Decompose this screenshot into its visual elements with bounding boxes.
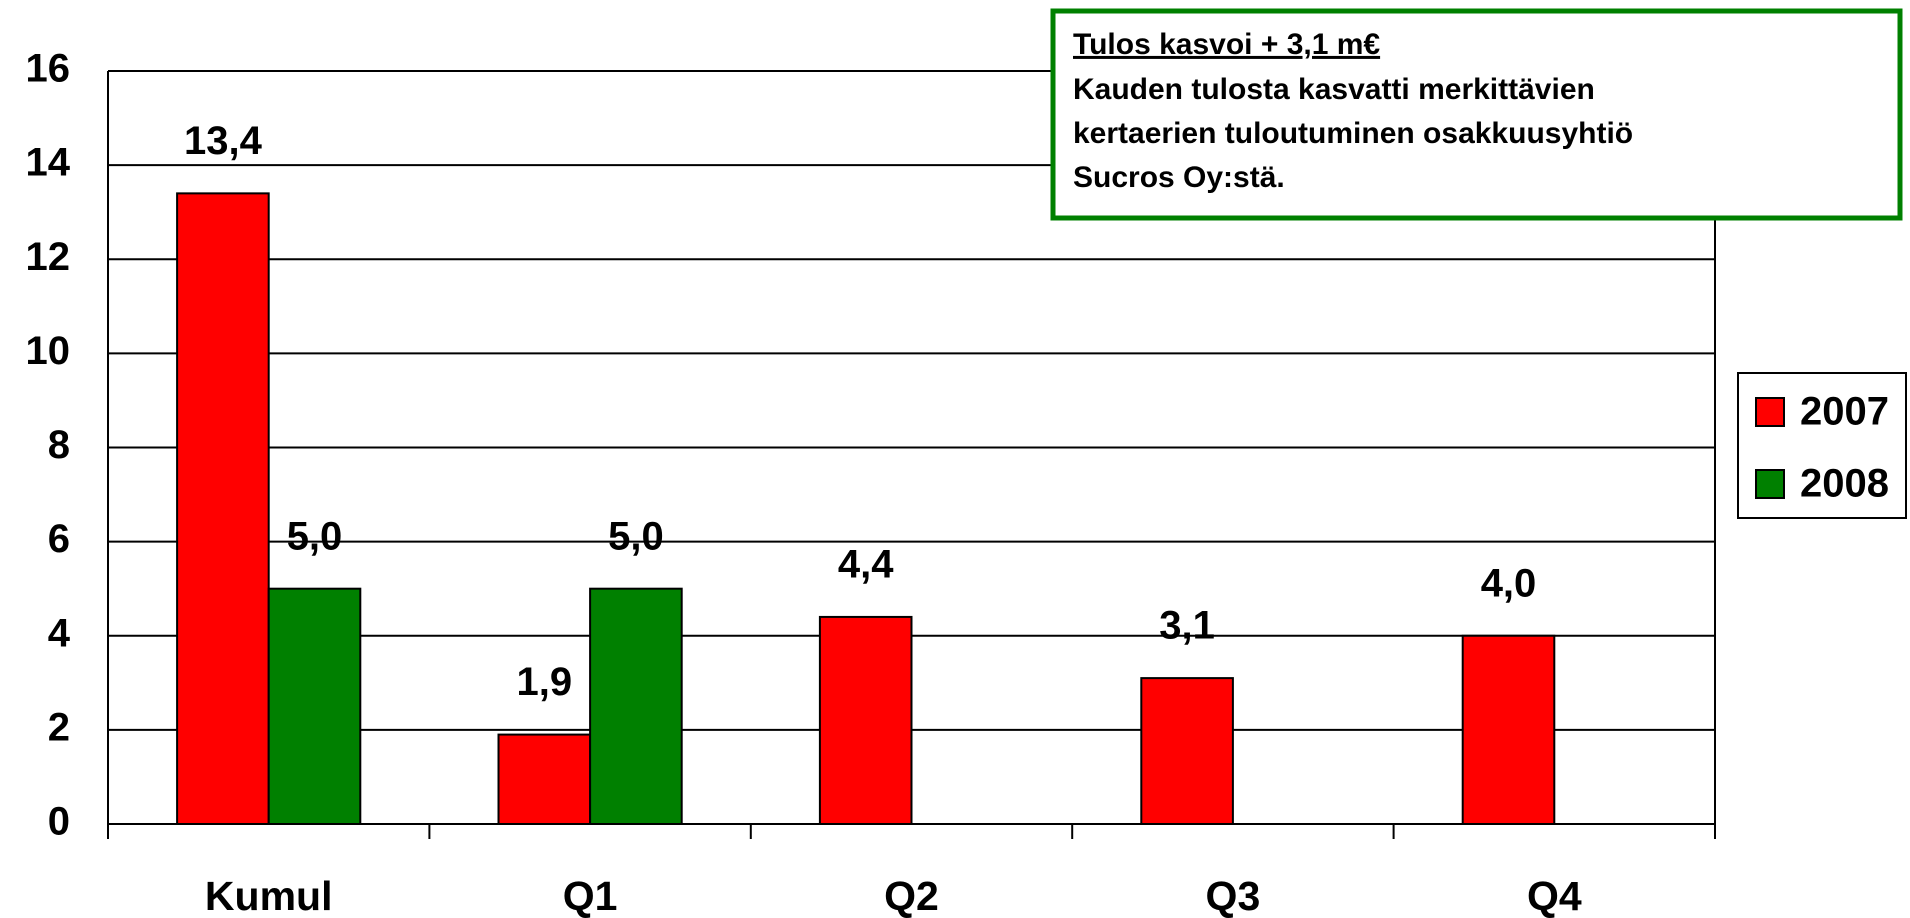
x-tick-label: Q4 <box>1527 873 1582 918</box>
y-tick-label: 6 <box>48 517 70 561</box>
value-label: 5,0 <box>287 514 343 558</box>
annotation-box <box>1050 8 1903 221</box>
y-tick-label: 4 <box>48 611 71 655</box>
annotation-line: kertaerien tuloutuminen osakkuusyhtiö <box>1073 117 1633 150</box>
value-label: 13,4 <box>184 119 263 163</box>
legend-label: 2008 <box>1800 462 1889 506</box>
bar <box>818 615 913 825</box>
bar <box>497 733 592 825</box>
value-label: 1,9 <box>516 660 572 704</box>
bar <box>589 587 683 825</box>
value-label: 4,0 <box>1481 561 1537 605</box>
y-tick-label: 10 <box>26 329 71 373</box>
bar <box>176 192 270 826</box>
bar <box>1461 634 1556 825</box>
value-label: 3,1 <box>1159 604 1215 648</box>
value-label: 5,0 <box>608 514 664 558</box>
bar-axis <box>108 823 1715 825</box>
y-tick-label: 14 <box>26 141 71 185</box>
legend-swatch <box>1755 469 1785 499</box>
y-tick-label: 2 <box>48 705 70 749</box>
y-tick-label: 8 <box>48 423 70 467</box>
x-tick-label: Kumul <box>205 873 333 918</box>
annotation-line: Kauden tulosta kasvatti merkittävien <box>1073 73 1595 106</box>
y-tick-label: 0 <box>48 800 70 844</box>
legend-swatch <box>1755 397 1785 427</box>
y-tick-label: 16 <box>26 47 71 91</box>
x-tick-label: Q3 <box>1206 873 1261 918</box>
bar <box>1140 677 1234 826</box>
annotation-line: Sucros Oy:stä. <box>1073 161 1285 194</box>
x-tick-label: Q1 <box>563 873 618 918</box>
value-label: 4,4 <box>838 542 894 586</box>
bar <box>267 587 362 825</box>
legend-label: 2007 <box>1800 390 1889 434</box>
y-tick-label: 12 <box>26 235 71 279</box>
annotation-title: Tulos kasvoi + 3,1 m€ <box>1073 28 1380 61</box>
x-tick-label: Q2 <box>884 873 939 918</box>
